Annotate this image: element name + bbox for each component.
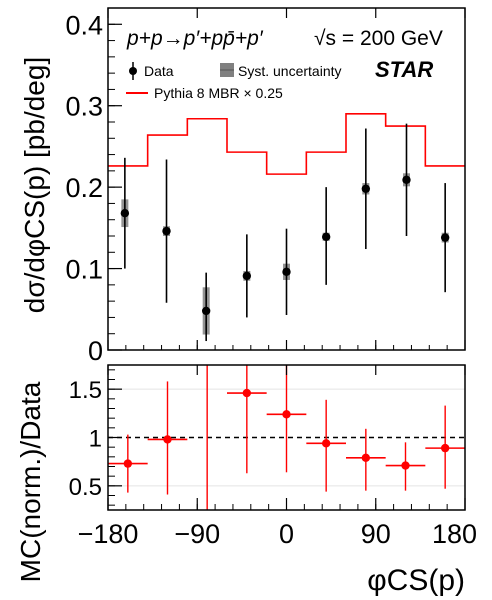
top-panel: 0 0.1 0.2 0.3 0.4: [65, 7, 466, 366]
top-mc-histogram: [108, 113, 465, 175]
y-tick-label: 0.5: [69, 474, 102, 501]
legend-mc-label: Pythia 8 MBR × 0.25: [154, 85, 283, 101]
data-point: [242, 271, 252, 281]
x-tick-label: −180: [78, 519, 139, 549]
bottom-y-tick-labels: 0.5 1 1.5: [69, 377, 102, 501]
x-tick-label: 0: [279, 519, 294, 549]
top-y-tick-labels: 0 0.1 0.2 0.3 0.4: [65, 10, 103, 366]
y-tick-label: 1.5: [69, 377, 102, 404]
process-label: p+p→p′+pp̄+p′: [126, 27, 264, 50]
bottom-y-axis-title: MC(norm.)/Data: [15, 381, 46, 582]
x-axis-title: φCS(p): [367, 564, 465, 597]
y-tick-label: 0.3: [65, 92, 103, 122]
y-tick-label: 0.1: [65, 255, 103, 285]
mc-step-line: [108, 113, 465, 175]
data-point: [162, 226, 171, 236]
y-tick-label: 1: [89, 426, 102, 453]
data-point: [120, 209, 130, 218]
y-tick-label: 0: [88, 336, 103, 366]
data-point: [440, 233, 450, 242]
y-tick-label: 0.4: [65, 10, 103, 40]
bottom-ticks: [107, 365, 466, 510]
data-point: [321, 232, 331, 242]
legend-data-marker: [129, 62, 137, 80]
ratio-point: [242, 388, 252, 398]
ratio-point: [440, 443, 450, 453]
x-tick-label: 90: [361, 519, 391, 549]
data-point: [402, 175, 411, 185]
bottom-panel: 0.5 1 1.5 −180 −90 0 90 180: [69, 364, 477, 549]
bottom-x-tick-labels: −180 −90 0 90 180: [78, 519, 477, 549]
energy-label: √s = 200 GeV: [314, 27, 443, 50]
ratio-point: [401, 461, 410, 470]
x-tick-label: −90: [174, 519, 220, 549]
y-tick-label: 0.2: [65, 173, 103, 203]
data-point: [282, 267, 291, 277]
ratio-point: [361, 453, 371, 462]
x-tick-label: 180: [432, 519, 477, 549]
legend-syst-label: Syst. uncertainty: [238, 63, 342, 79]
legend: Data Syst. uncertainty Pythia 8 MBR × 0.…: [126, 62, 342, 101]
ratio-point: [163, 435, 172, 444]
top-data-points: [120, 123, 450, 342]
ratio-point: [282, 410, 291, 419]
ratio-point: [123, 459, 133, 468]
top-y-axis-title: dσ/dφCS(p) [pb/deg]: [19, 57, 50, 313]
experiment-logo: STAR: [375, 57, 433, 82]
ratio-point: [321, 439, 331, 448]
top-syst-bands: [121, 173, 449, 335]
top-ticks: [107, 7, 466, 351]
data-point: [361, 184, 371, 193]
bottom-ratio-points: [108, 365, 465, 510]
legend-data-label: Data: [144, 63, 174, 79]
data-point: [201, 306, 211, 316]
